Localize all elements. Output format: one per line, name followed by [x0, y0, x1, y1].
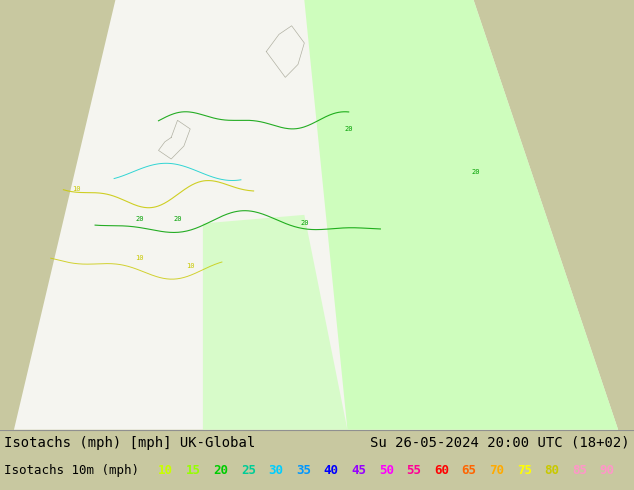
- Text: 45: 45: [351, 464, 366, 477]
- Text: 40: 40: [323, 464, 339, 477]
- Text: 20: 20: [213, 464, 228, 477]
- Polygon shape: [14, 0, 618, 430]
- Text: 20: 20: [300, 220, 309, 226]
- Text: 85: 85: [572, 464, 587, 477]
- Text: 80: 80: [544, 464, 559, 477]
- Text: 60: 60: [434, 464, 449, 477]
- Text: 30: 30: [268, 464, 283, 477]
- Text: 35: 35: [296, 464, 311, 477]
- Text: Isotachs 10m (mph): Isotachs 10m (mph): [4, 464, 139, 477]
- Text: 70: 70: [489, 464, 504, 477]
- Text: 20: 20: [471, 169, 480, 175]
- Polygon shape: [203, 215, 347, 430]
- Text: 10: 10: [135, 255, 144, 261]
- Text: 20: 20: [344, 126, 353, 132]
- Text: 20: 20: [135, 216, 144, 222]
- Text: 25: 25: [241, 464, 256, 477]
- Text: 10: 10: [72, 186, 81, 192]
- Text: 15: 15: [186, 464, 200, 477]
- Text: 10: 10: [186, 264, 195, 270]
- Text: 55: 55: [406, 464, 422, 477]
- Polygon shape: [304, 0, 618, 430]
- Text: Su 26-05-2024 20:00 UTC (18+02): Su 26-05-2024 20:00 UTC (18+02): [370, 436, 630, 450]
- Text: 50: 50: [378, 464, 394, 477]
- Text: 65: 65: [462, 464, 477, 477]
- Text: 10: 10: [158, 464, 173, 477]
- Text: 75: 75: [517, 464, 532, 477]
- Text: 90: 90: [599, 464, 614, 477]
- Text: Isotachs (mph) [mph] UK-Global: Isotachs (mph) [mph] UK-Global: [4, 436, 256, 450]
- Text: 20: 20: [173, 216, 182, 222]
